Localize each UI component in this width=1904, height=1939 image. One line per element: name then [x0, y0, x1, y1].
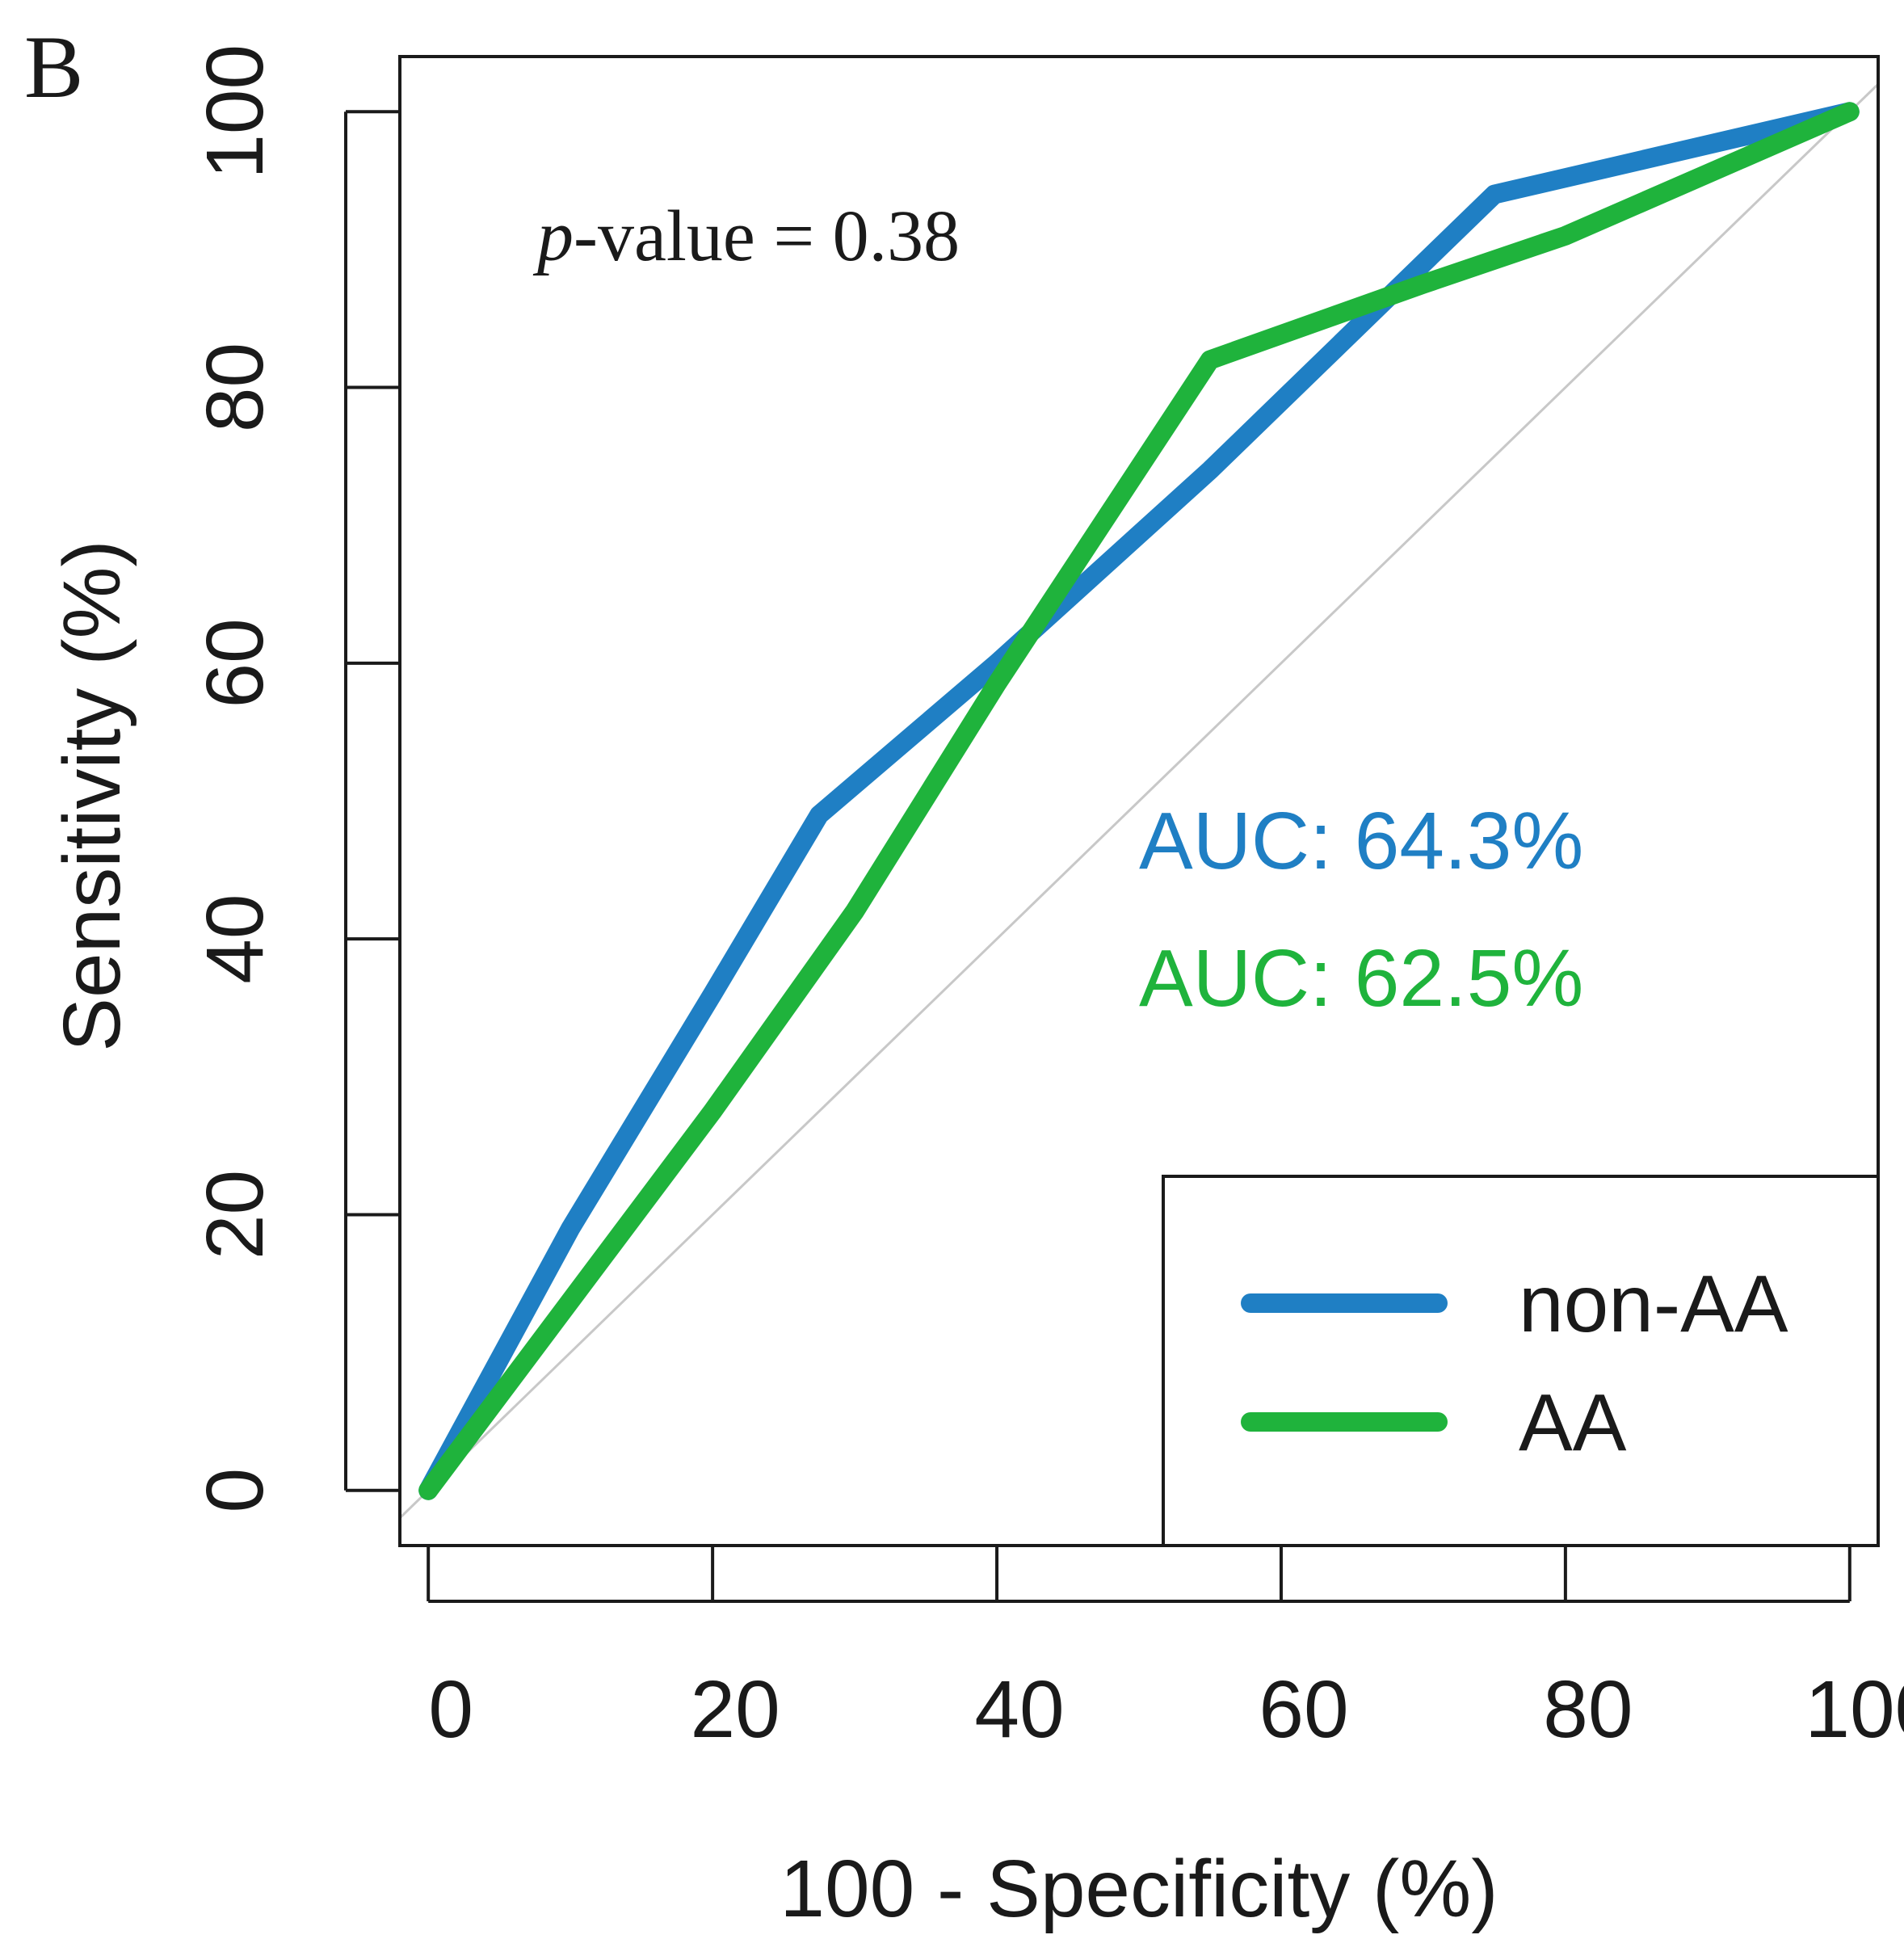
legend: non-AA AA — [1162, 1175, 1880, 1547]
reference-line — [398, 83, 1880, 1519]
y-tick-label-100: 100 — [190, 44, 280, 179]
y-axis-title: Sensitivity (%) — [47, 540, 137, 1051]
y-tick-label-20: 20 — [190, 1170, 280, 1260]
roc-curves — [418, 102, 1860, 1500]
x-tick-label-0: 0 — [428, 1664, 473, 1755]
x-axis: 0 20 40 60 80 100 — [427, 1547, 1904, 1755]
x-tick-label-40: 40 — [974, 1664, 1064, 1755]
x-tick-label-60: 60 — [1259, 1664, 1348, 1755]
legend-label-non-aa: non-AA — [1519, 1259, 1788, 1349]
legend-label-aa: AA — [1519, 1377, 1627, 1468]
x-axis-title: 100 - Specificity (%) — [780, 1844, 1498, 1934]
y-tick-label-40: 40 — [190, 894, 280, 984]
y-tick-label-80: 80 — [190, 343, 280, 432]
y-tick-label-0: 0 — [190, 1468, 280, 1513]
roc-curve-non-aa — [418, 102, 1860, 1500]
auc-label-aa: AUC: 62.5% — [1139, 933, 1583, 1024]
plot-frame — [398, 55, 1880, 1547]
roc-curve-aa — [418, 102, 1860, 1500]
p-value-annotation: p-value = 0.38 — [532, 196, 960, 276]
auc-label-non-aa: AUC: 64.3% — [1139, 796, 1583, 886]
x-tick-label-100: 100 — [1805, 1664, 1904, 1755]
x-tick-label-80: 80 — [1543, 1664, 1633, 1755]
x-tick-label-20: 20 — [690, 1664, 780, 1755]
y-tick-label-60: 60 — [190, 618, 280, 708]
p-value-text: -value = 0.38 — [574, 196, 960, 276]
y-axis: 0 20 40 60 80 100 — [190, 44, 398, 1513]
legend-box — [1162, 1175, 1880, 1547]
p-value-italic: p — [532, 196, 574, 276]
panel-label: B — [24, 18, 83, 116]
reference-diagonal — [398, 83, 1880, 1519]
